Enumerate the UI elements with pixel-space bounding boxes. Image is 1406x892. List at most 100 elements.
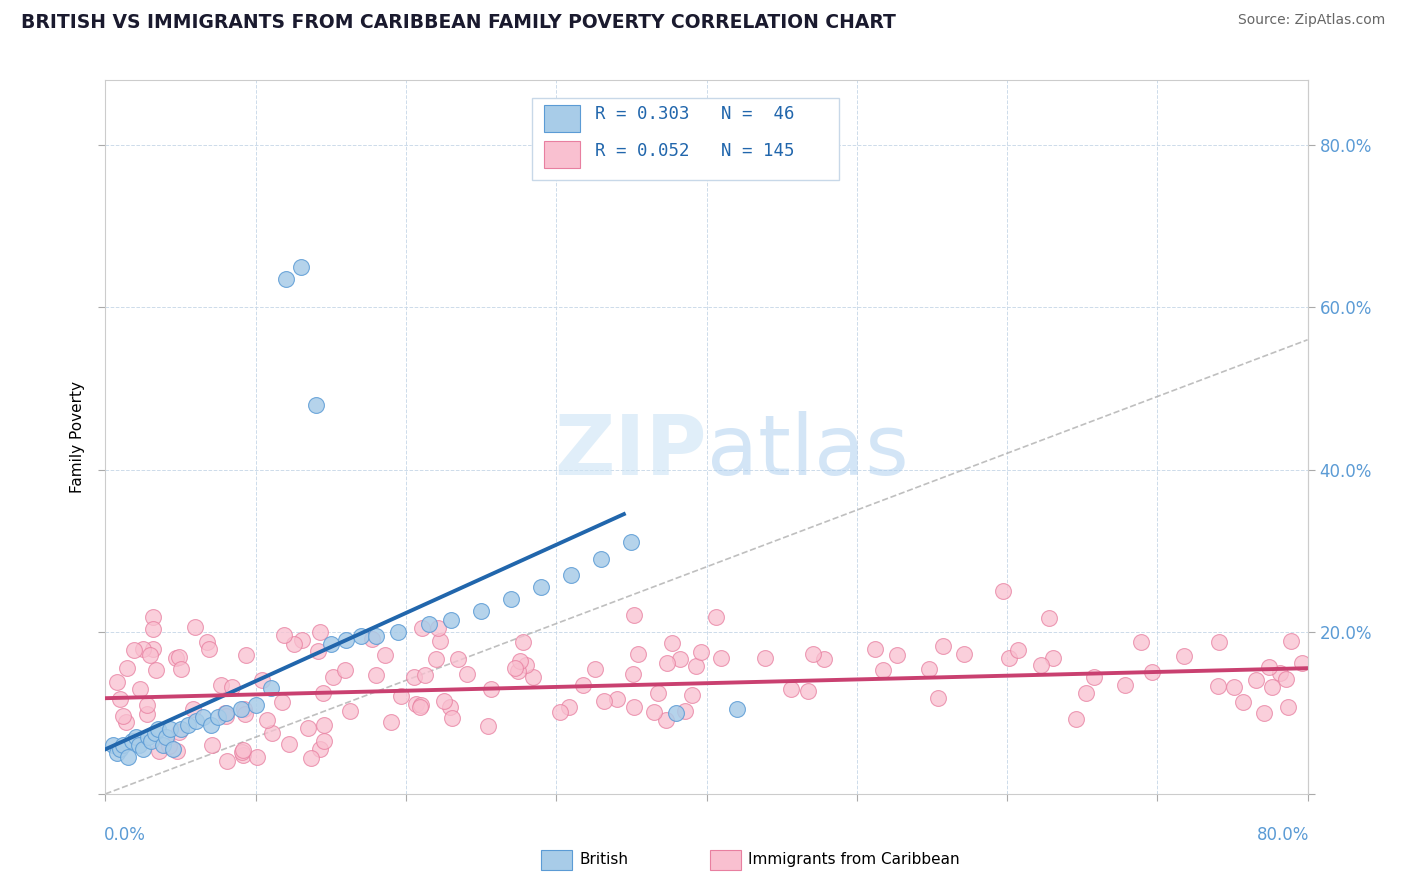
Point (479, 682, 502, 697)
Point (997, 651, 1019, 665)
Point (155, 730, 177, 744)
Point (501, 592, 523, 607)
Point (932, 639, 955, 653)
Point (441, 711, 464, 725)
Bar (544, 105, 581, 132)
Point (136, 730, 159, 744)
Point (1268, 666, 1291, 681)
Point (440, 613, 463, 627)
Point (404, 669, 426, 683)
Point (232, 743, 254, 757)
Point (1279, 634, 1302, 648)
Point (1038, 611, 1060, 625)
Point (623, 607, 645, 622)
Point (801, 647, 824, 661)
Point (411, 621, 433, 635)
Point (256, 714, 278, 728)
Point (305, 398, 328, 412)
Point (169, 650, 191, 665)
Point (170, 661, 193, 675)
Point (583, 663, 606, 677)
Point (273, 628, 295, 642)
Point (142, 641, 165, 656)
Point (139, 734, 162, 748)
Point (209, 678, 232, 692)
Point (201, 738, 224, 752)
Point (669, 652, 692, 666)
Point (872, 664, 894, 678)
Point (200, 718, 222, 732)
Point (374, 648, 396, 662)
Point (198, 641, 221, 656)
Point (425, 652, 447, 666)
Point (515, 657, 537, 672)
Point (121, 734, 143, 748)
Point (560, 568, 582, 582)
Point (572, 678, 595, 692)
Point (128, 738, 150, 752)
Point (665, 706, 688, 720)
Point (191, 710, 214, 724)
Point (548, 706, 571, 720)
Point (309, 741, 332, 756)
Point (314, 734, 336, 748)
Point (114, 714, 136, 729)
Point (886, 648, 908, 663)
Point (361, 632, 384, 646)
Point (509, 654, 531, 668)
Point (1253, 706, 1275, 721)
Point (215, 708, 238, 723)
Text: Immigrants from Caribbean: Immigrants from Caribbean (748, 853, 960, 867)
Point (214, 706, 236, 720)
Point (214, 706, 236, 720)
Point (146, 722, 169, 736)
Point (409, 700, 432, 714)
Text: ZIP: ZIP (554, 411, 707, 491)
Point (291, 633, 314, 648)
Point (283, 637, 305, 651)
Point (530, 580, 553, 594)
Point (1277, 699, 1299, 714)
Point (322, 670, 344, 684)
Point (117, 750, 139, 764)
Point (620, 535, 643, 549)
Point (110, 692, 132, 706)
Point (107, 747, 129, 761)
Point (1074, 685, 1097, 699)
Point (1261, 680, 1284, 694)
Point (1140, 665, 1163, 679)
Point (779, 681, 801, 696)
Point (333, 663, 356, 677)
Point (159, 722, 181, 736)
Point (260, 681, 283, 696)
Point (927, 690, 949, 705)
Point (167, 725, 190, 739)
Point (865, 641, 887, 656)
Point (991, 584, 1014, 599)
Point (245, 698, 267, 712)
Point (623, 700, 645, 714)
Point (270, 694, 292, 708)
Point (1064, 712, 1087, 726)
Point (132, 641, 155, 656)
Point (229, 702, 252, 716)
Point (128, 682, 150, 697)
Point (162, 742, 184, 756)
Point (439, 700, 461, 714)
Point (290, 260, 312, 274)
Text: atlas: atlas (707, 411, 908, 491)
Point (233, 706, 256, 721)
Point (503, 661, 526, 675)
Point (274, 272, 297, 286)
Point (418, 616, 440, 631)
Point (470, 604, 492, 618)
Point (1258, 659, 1281, 673)
Point (207, 710, 229, 724)
Point (278, 737, 301, 751)
Point (380, 715, 402, 730)
Point (124, 730, 146, 744)
Point (405, 697, 427, 711)
Point (181, 702, 204, 716)
Point (429, 634, 451, 648)
Point (797, 683, 820, 698)
